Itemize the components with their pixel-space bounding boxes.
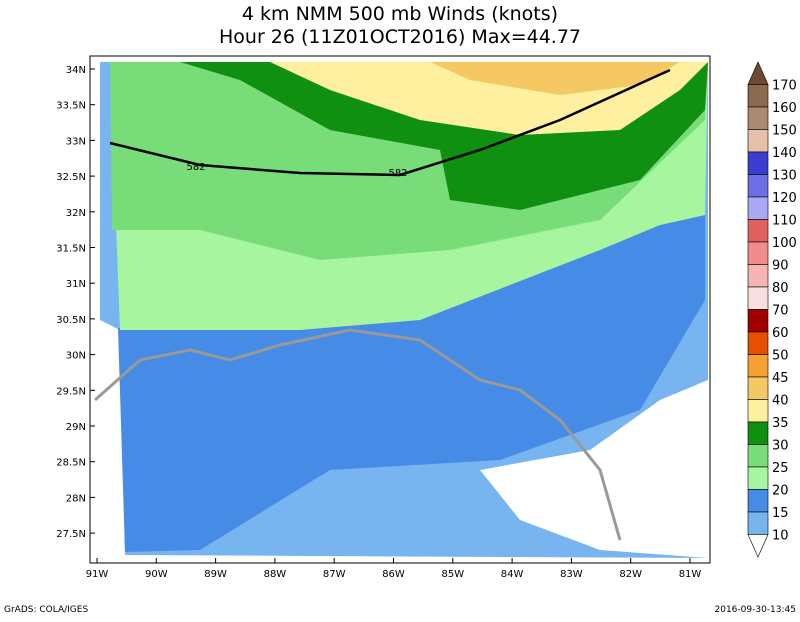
color-swatch: [747, 241, 769, 265]
lat-label: 31.5N: [56, 244, 86, 255]
colorbar-label: 140: [772, 146, 797, 161]
lon-axis: 91W 90W 89W 88W 87W 86W 85W 84W 83W 82W 81W: [86, 558, 702, 580]
colorbar-label: 130: [772, 169, 797, 184]
lon-label: 86W: [382, 569, 405, 580]
lon-label: 82W: [619, 569, 642, 580]
color-swatch: [747, 331, 769, 355]
colorbar-label: 45: [772, 371, 789, 386]
colorbar-label: 160: [772, 101, 797, 116]
wind-10: [480, 380, 708, 558]
lat-label: 31N: [66, 279, 86, 290]
color-swatch: [747, 264, 769, 288]
lat-label: 28.5N: [56, 458, 86, 469]
color-swatch: [747, 399, 769, 423]
wind-20: [118, 215, 705, 552]
color-swatch: [747, 511, 769, 535]
lat-label: 34N: [66, 65, 86, 76]
lon-label: 88W: [264, 569, 287, 580]
lon-label: 87W: [323, 569, 346, 580]
colorbar: 170 160 150 140 130 120 110 100 90 80 70 60 50 45 40 35…: [747, 61, 797, 558]
lat-label: 27.5N: [56, 529, 86, 540]
color-swatch: [747, 174, 769, 198]
colorbar-label: 30: [772, 439, 789, 454]
colorbar-label: 150: [772, 124, 797, 139]
lon-label: 84W: [501, 569, 524, 580]
color-swatch: [747, 376, 769, 400]
footer-right: 2016-09-30-13:45: [715, 605, 797, 615]
lat-label: 28N: [66, 493, 86, 504]
colorbar-label: 90: [772, 259, 789, 274]
color-swatch: [747, 106, 769, 130]
contour-label: 582: [186, 162, 205, 173]
color-swatch: [747, 309, 769, 333]
contour-label: 582: [388, 168, 407, 179]
lon-label: 85W: [441, 569, 464, 580]
lat-label: 29N: [66, 422, 86, 433]
colorbar-label: 110: [772, 214, 797, 229]
lat-label: 33.5N: [56, 101, 86, 112]
title-line: Hour 26 (11Z01OCT2016) Max=44.77: [219, 26, 581, 48]
lat-label: 30N: [66, 351, 86, 362]
colorbar-label: 10: [772, 529, 789, 544]
color-swatch: [747, 84, 769, 108]
lat-axis: 34N 33.5N 33N 32.5N 32N 31.5N 31N 30.5N 30N 29.5N…: [56, 65, 95, 540]
lat-label: 32.5N: [56, 172, 86, 183]
color-swatch: [747, 444, 769, 468]
color-swatch: [747, 219, 769, 243]
map: 582 582: [89, 55, 711, 564]
color-swatch: [747, 466, 769, 490]
color-swatch: [747, 286, 769, 310]
lat-label: 29.5N: [56, 386, 86, 397]
colorbar-label: 70: [772, 304, 789, 319]
colorbar-label: 50: [772, 349, 789, 364]
colorbar-label: 35: [772, 416, 789, 431]
color-swatch: [747, 151, 769, 175]
lon-label: 83W: [560, 569, 583, 580]
wind-45: [430, 62, 680, 95]
color-swatch: [747, 534, 769, 558]
footer-left: GrADS: COLA/IGES: [4, 605, 88, 615]
lat-label: 33N: [66, 136, 86, 147]
colorbar-label: 40: [772, 394, 789, 409]
height-contour: [109, 68, 671, 177]
color-swatch: [747, 196, 769, 220]
color-swatch: [747, 129, 769, 153]
color-swatch: [747, 61, 769, 85]
colorbar-label: 170: [772, 79, 797, 94]
colorbar-label: 80: [772, 281, 789, 296]
color-swatch: [747, 354, 769, 378]
lon-label: 81W: [679, 569, 702, 580]
coastline: [94, 328, 622, 541]
colorbar-label: 20: [772, 484, 789, 499]
colorbar-label: 60: [772, 326, 789, 341]
colorbar-label: 100: [772, 236, 797, 251]
lon-label: 91W: [86, 569, 109, 580]
lat-label: 30.5N: [56, 315, 86, 326]
lat-label: 32N: [66, 208, 86, 219]
colorbar-label: 25: [772, 461, 789, 476]
color-swatch: [747, 489, 769, 513]
colorbar-label: 15: [772, 506, 789, 521]
title-line: 4 km NMM 500 mb Winds (knots): [242, 3, 558, 25]
color-swatch: [747, 421, 769, 445]
colorbar-label: 120: [772, 191, 797, 206]
lon-label: 89W: [204, 569, 227, 580]
lon-label: 90W: [145, 569, 168, 580]
